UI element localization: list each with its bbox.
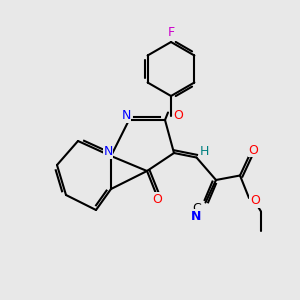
Text: C: C — [192, 202, 201, 215]
Text: H: H — [199, 145, 209, 158]
Text: N: N — [191, 209, 202, 223]
Text: O: O — [250, 194, 260, 208]
Text: O: O — [249, 143, 258, 157]
Text: N: N — [121, 109, 131, 122]
Text: F: F — [167, 26, 175, 40]
Text: O: O — [153, 193, 162, 206]
Text: N: N — [103, 145, 113, 158]
Text: O: O — [174, 109, 183, 122]
